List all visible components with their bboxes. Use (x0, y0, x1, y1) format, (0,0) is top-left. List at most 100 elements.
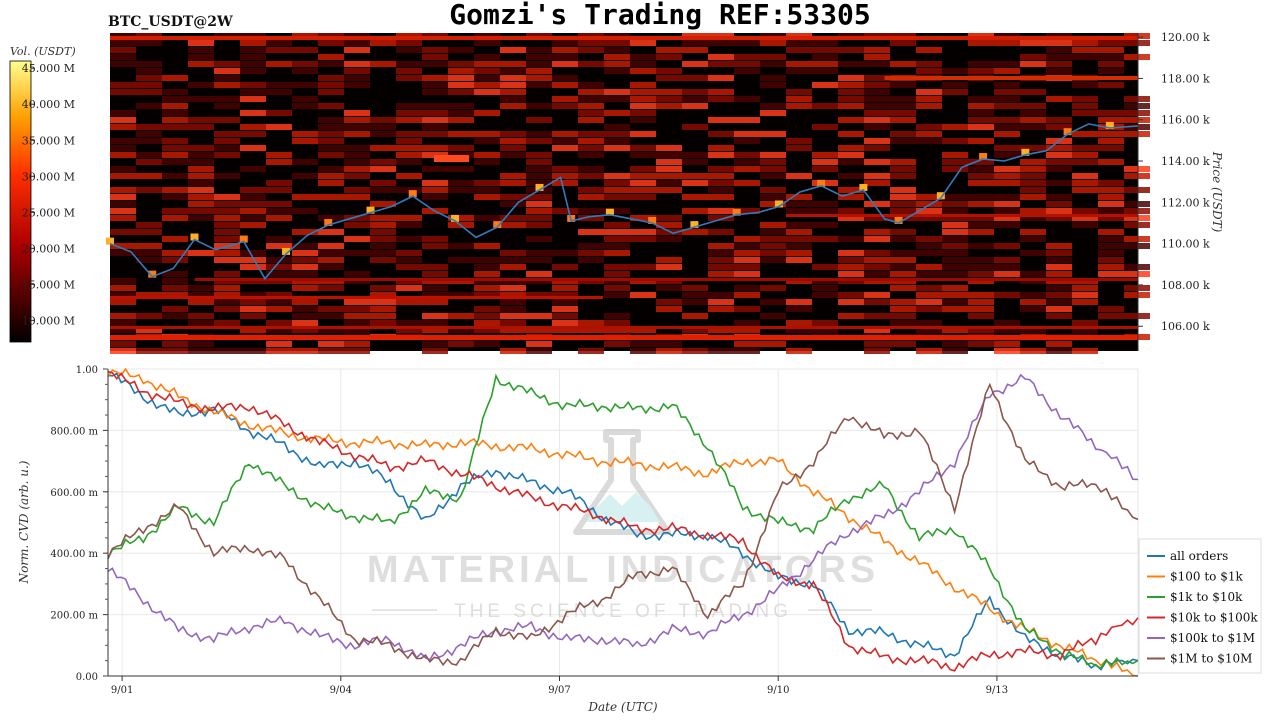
heatmap-cell (1098, 40, 1124, 46)
heatmap-cell (890, 159, 916, 165)
heatmap-cell (474, 180, 500, 186)
heatmap-cell (890, 103, 916, 109)
heatmap-y-tick-label: 112.00 k (1161, 196, 1210, 209)
heatmap-cell (890, 187, 916, 193)
heatmap-cell (968, 306, 994, 312)
heatmap-cell (188, 61, 214, 67)
heatmap-cell (682, 208, 708, 214)
legend-label: $100 to $1k (1170, 570, 1243, 584)
heatmap-cell (162, 285, 188, 291)
heatmap-cell (162, 215, 188, 221)
heatmap-cell (500, 145, 526, 151)
heatmap-cell (500, 82, 526, 88)
heatmap-cell (968, 96, 994, 102)
heatmap-cell (760, 313, 786, 319)
heatmap-cell (708, 292, 734, 298)
heatmap-cell (1124, 292, 1150, 298)
heatmap-cell (344, 313, 370, 319)
heatmap-cell (318, 166, 344, 172)
heatmap-cell (1046, 299, 1072, 305)
heatmap-cell (1020, 348, 1046, 354)
heatmap-cell (526, 180, 552, 186)
heatmap-cell (188, 299, 214, 305)
heatmap-cell (448, 103, 474, 109)
price-liquidity-cell (190, 233, 199, 241)
price-liquidity-cell (408, 190, 417, 198)
heatmap-cell (708, 327, 734, 333)
heatmap-cell (1046, 47, 1072, 53)
heatmap-cell (838, 145, 864, 151)
heatmap-cell (526, 341, 552, 347)
heatmap-cell (526, 201, 552, 207)
heatmap-cell (864, 348, 890, 354)
heatmap-cell (474, 306, 500, 312)
heatmap-cell (396, 285, 422, 291)
heatmap-cell (422, 117, 448, 123)
heatmap-cell (708, 96, 734, 102)
heatmap-cell (994, 264, 1020, 270)
heatmap-cell (786, 145, 812, 151)
heatmap-cell (136, 348, 162, 354)
heatmap-cell (500, 292, 526, 298)
legend-label: $1k to $10k (1170, 590, 1243, 604)
heatmap-cell (370, 215, 396, 221)
heatmap-cell (526, 327, 552, 333)
heatmap-y-tick-label: 108.00 k (1161, 279, 1210, 292)
heatmap-cell (1098, 159, 1124, 165)
cvd-panel: MATERIAL INDICATORS THE SCIENCE OF TRADI… (17, 365, 1139, 714)
heatmap-cell (1072, 145, 1098, 151)
heatmap-cell (318, 313, 344, 319)
heatmap-cell (994, 215, 1020, 221)
heatmap-cell (1098, 264, 1124, 270)
heatmap-cell (968, 103, 994, 109)
heatmap-cell (396, 320, 422, 326)
heatmap-cell (838, 159, 864, 165)
heatmap-cell (838, 292, 864, 298)
cvd-series-line (107, 382, 1139, 667)
heatmap-cell (890, 264, 916, 270)
heatmap-cell (214, 194, 240, 200)
heatmap-cell (708, 243, 734, 249)
heatmap-cell (916, 194, 942, 200)
price-liquidity-cell (366, 206, 375, 214)
heatmap-cell (864, 75, 890, 81)
heatmap-cell (1072, 159, 1098, 165)
heatmap-cell (370, 145, 396, 151)
heatmap-cell (474, 68, 500, 74)
heatmap-cell (578, 348, 604, 354)
heatmap-cell (526, 138, 552, 144)
heatmap-cell (266, 320, 292, 326)
heatmap-cell (500, 61, 526, 67)
heatmap-cell (370, 299, 396, 305)
heatmap-cell (422, 285, 448, 291)
heatmap-cell (578, 61, 604, 67)
heatmap-cell (838, 208, 864, 214)
heatmap-cell (760, 285, 786, 291)
heatmap-cell (370, 236, 396, 242)
legend-label: $100k to $1M (1170, 631, 1255, 645)
heatmap-cells (106, 33, 1150, 354)
heatmap-cell (318, 327, 344, 333)
heatmap-cell (396, 68, 422, 74)
heatmap-cell (422, 243, 448, 249)
heatmap-cell (136, 327, 162, 333)
heatmap-cell (942, 208, 968, 214)
pair-label: BTC_USDT@2W (108, 14, 233, 30)
heatmap-cell (344, 194, 370, 200)
heatmap-cell (708, 54, 734, 60)
heatmap-cell (968, 299, 994, 305)
heatmap-cell (708, 271, 734, 277)
heatmap-cell (110, 215, 136, 221)
heatmap-cell (604, 250, 630, 256)
heatmap-cell (1098, 138, 1124, 144)
heatmap-cell (240, 47, 266, 53)
heatmap-cell (318, 124, 344, 130)
heatmap-cell (214, 292, 240, 298)
heatmap-cell (188, 54, 214, 60)
heatmap-cell (630, 194, 656, 200)
heatmap-cell (422, 341, 448, 347)
heatmap-cell (1046, 68, 1072, 74)
heatmap-cell (240, 306, 266, 312)
heatmap-cell (890, 173, 916, 179)
heatmap-cell (552, 82, 578, 88)
